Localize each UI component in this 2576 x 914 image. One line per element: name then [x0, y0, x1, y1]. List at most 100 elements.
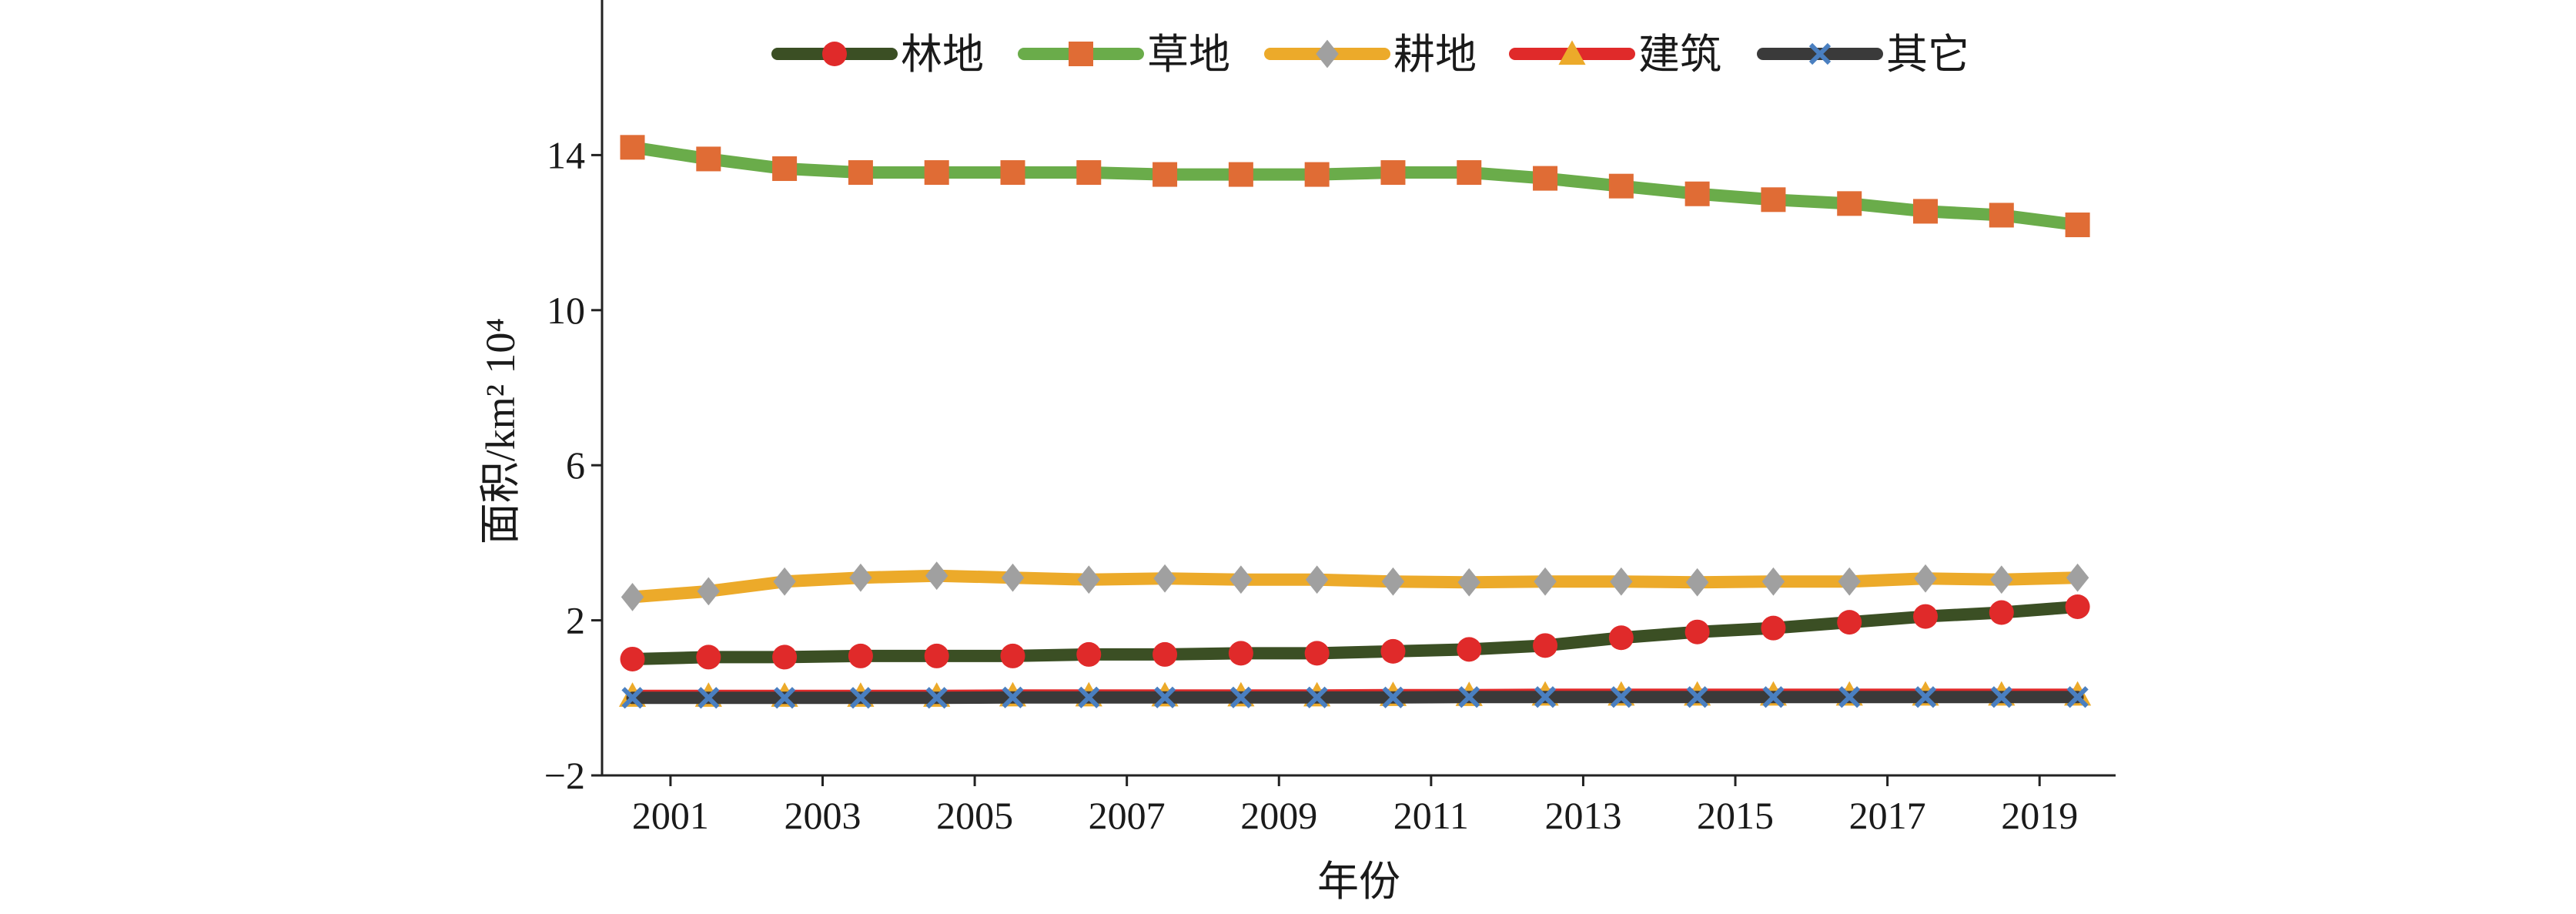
series-5-point: [1382, 686, 1404, 708]
series-1-point: [696, 644, 721, 670]
series-3-point: [1761, 567, 1785, 596]
series-2-point: [1380, 160, 1406, 186]
series-5-point: [849, 687, 872, 709]
legend-label: 草地: [1147, 32, 1230, 78]
x-tick-label: 2001: [632, 794, 709, 837]
series-2-point: [1228, 162, 1253, 187]
series-1-point: [1153, 641, 1178, 667]
y-tick-label: 14: [547, 133, 585, 176]
series-3-point: [1685, 567, 1709, 597]
series-2-point: [696, 146, 721, 172]
series-5-point: [1306, 686, 1328, 708]
series-3-point: [1001, 563, 1025, 592]
series-1-point: [1000, 643, 1025, 668]
x-tick-label: 2005: [936, 794, 1013, 837]
series-5-point: [1914, 686, 1937, 708]
series-3: [621, 561, 2089, 611]
legend-label: 林地: [901, 32, 984, 78]
series-2-point: [1684, 181, 1710, 206]
legend-item-1: 林地: [771, 32, 984, 78]
series-5-point: [1078, 686, 1100, 708]
series-2-line: [626, 141, 2084, 232]
series-5-point: [2066, 686, 2089, 708]
series-1-point: [924, 643, 949, 668]
series-3-point: [697, 577, 721, 606]
series-3-line: [626, 569, 2084, 604]
series-2-point: [1913, 199, 1939, 224]
legend-item-4: 建筑: [1509, 32, 1721, 78]
series-2: [620, 135, 2090, 238]
series-3-point: [849, 563, 872, 592]
legend-swatch-marker: [1316, 39, 1339, 69]
series-2-point: [1076, 160, 1102, 186]
series-3-point: [621, 582, 644, 611]
series-5-point: [1762, 686, 1785, 708]
series-1-point: [1076, 641, 1102, 667]
series-3-point: [1305, 565, 1329, 594]
series-3-point: [2066, 563, 2089, 592]
legend-label: 耕地: [1393, 32, 1477, 78]
series-2-point: [2065, 213, 2090, 238]
y-tick-label: −2: [544, 754, 585, 797]
series-5-point: [1990, 686, 2012, 708]
series-3-point: [1534, 567, 1557, 596]
x-tick-label: 2009: [1240, 794, 1317, 837]
series-5-point: [621, 687, 644, 709]
legend-swatch-marker: [1069, 42, 1093, 66]
series-1-point: [1761, 615, 1786, 641]
x-tick-label: 2017: [1849, 794, 1926, 837]
y-tick-label: 2: [566, 599, 585, 642]
series-3-point: [925, 561, 948, 591]
series-5-point: [1002, 686, 1024, 708]
series-1-point: [848, 643, 873, 668]
series-5-line: [626, 691, 2084, 705]
legend-label: 其它: [1886, 32, 1969, 78]
x-axis-title: 年份: [1317, 859, 1400, 905]
series-5-point: [1534, 686, 1557, 708]
legend-swatch-marker: [822, 42, 847, 66]
legend-swatch-marker: [1808, 42, 1832, 65]
series-2-point: [924, 160, 949, 186]
series-2-point: [848, 160, 873, 186]
x-tick-label: 2015: [1697, 794, 1774, 837]
x-tick-label: 2011: [1393, 794, 1469, 837]
series-2-point: [772, 156, 798, 182]
series-5-point: [1153, 686, 1176, 708]
series-5-point: [773, 687, 796, 709]
series-3-point: [1610, 567, 1633, 596]
series-1-point: [1304, 641, 1330, 666]
series-5-point: [1686, 686, 1708, 708]
series-1-point: [2065, 594, 2090, 619]
legend-item-5: 其它: [1757, 32, 1969, 78]
series-1-point: [1380, 638, 1406, 664]
series-1-point: [1457, 637, 1482, 662]
x-tick-label: 2019: [2001, 794, 2078, 837]
x-tick-label: 2007: [1089, 794, 1166, 837]
series-1-point: [1989, 600, 2014, 625]
series-5-point: [925, 687, 948, 709]
series-2-point: [1837, 191, 1862, 216]
series-2-point: [1608, 173, 1634, 199]
series-3-point: [1838, 567, 1861, 596]
series-2-point: [1457, 160, 1482, 186]
series-3-point: [773, 567, 796, 596]
series-5-point: [1458, 686, 1480, 708]
series-3-point: [1990, 565, 2013, 594]
series-5-point: [1229, 686, 1252, 708]
legend-item-3: 耕地: [1264, 32, 1477, 78]
series-1-point: [1228, 641, 1253, 666]
series-3-point: [1457, 567, 1480, 597]
series-2-point: [620, 135, 645, 160]
y-tick-label: 6: [566, 444, 585, 487]
series-3-point: [1381, 567, 1405, 596]
series-1-point: [1608, 625, 1634, 651]
series-2-point: [1304, 162, 1330, 187]
series-1-point: [1533, 633, 1558, 658]
series-layer: [618, 135, 2092, 709]
series-2-point: [1533, 166, 1558, 191]
y-axis-title: 面积/km² 10⁴: [477, 318, 524, 545]
y-tick-label: 10: [547, 289, 585, 332]
series-1-point: [1913, 604, 1939, 629]
